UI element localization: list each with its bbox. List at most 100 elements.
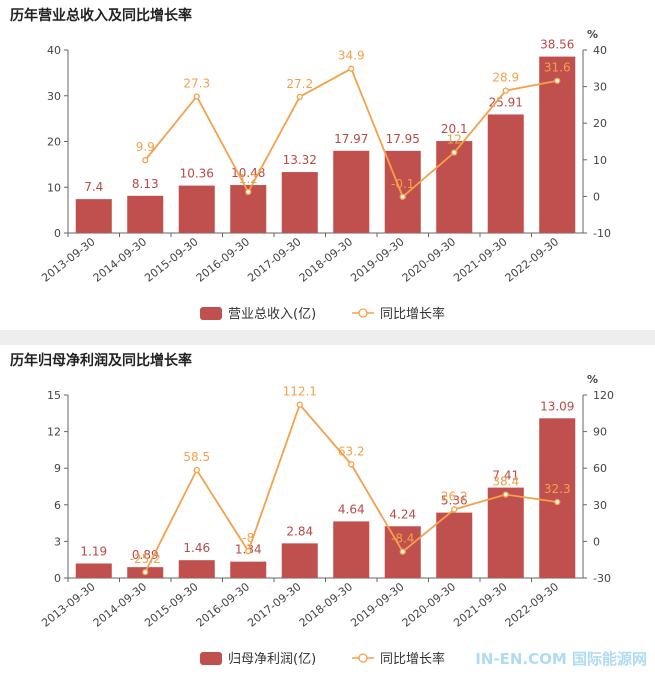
bar [333, 521, 370, 578]
legend-bar-label: 营业总收入(亿) [228, 307, 316, 322]
x-tick-label: 2022-09-30 [503, 580, 561, 630]
growth-value-label: -8 [242, 531, 254, 545]
right-tick-label: -30 [593, 572, 611, 585]
watermark-logo: IN-EN.COM 国际能源网 [475, 650, 647, 668]
bar-value-label: 4.24 [389, 507, 416, 521]
legend-line-label: 同比增长率 [380, 651, 445, 667]
bar [487, 114, 524, 233]
bar-value-label: 13.32 [283, 153, 317, 167]
chart-title: 历年归母净利润及同比增长率 [10, 352, 192, 369]
right-tick-label: 40 [593, 44, 607, 57]
right-tick-label: 0 [593, 535, 600, 548]
right-axis-unit: % [587, 28, 598, 41]
right-tick-label: 10 [593, 154, 607, 167]
bar [178, 560, 215, 578]
left-tick-label: 10 [47, 181, 61, 194]
bar-value-label: 25.91 [489, 95, 523, 109]
bar [539, 418, 576, 578]
left-tick-label: 0 [54, 572, 61, 585]
x-tick-label: 2018-09-30 [297, 580, 355, 630]
left-tick-label: 15 [47, 389, 61, 402]
x-tick-label: 2013-09-30 [39, 580, 97, 630]
x-tick-label: 2015-09-30 [142, 580, 200, 630]
right-axis-unit: % [587, 373, 598, 386]
bar [75, 563, 112, 578]
bar [281, 172, 318, 233]
growth-value-label: 28.9 [492, 71, 519, 85]
growth-point [348, 65, 355, 72]
left-tick-label: 20 [47, 136, 61, 149]
left-tick-label: 6 [54, 499, 61, 512]
bar [487, 487, 524, 578]
bar-value-label: 8.13 [132, 177, 159, 191]
left-tick-label: 40 [47, 44, 61, 57]
revenue-chart-panel: 历年营业总收入及同比增长率 0 10 20 30 40 -10 0 10 20 30 40% 2013-… [0, 0, 655, 330]
bar-value-label: 38.56 [540, 38, 574, 52]
bar-value-label: 7.41 [492, 469, 519, 483]
bar-value-label: 17.97 [334, 132, 368, 146]
left-tick-label: 12 [47, 426, 61, 439]
growth-point [554, 498, 561, 506]
right-tick-label: 60 [593, 462, 607, 475]
legend-line-marker [358, 308, 368, 318]
right-tick-label: 0 [593, 190, 600, 203]
legend-line-label: 同比增长率 [380, 306, 445, 322]
x-tick-label: 2015-09-30 [142, 235, 200, 285]
growth-value-label: 34.9 [338, 49, 365, 63]
growth-value-label: 26.2 [441, 489, 468, 503]
x-tick-label: 2014-09-30 [91, 580, 149, 630]
bar-value-label: 7.4 [84, 180, 103, 194]
profit-chart: 历年归母净利润及同比增长率 0 3 6 9 12 15 -30 0 30 60 90 120% 2013-… [10, 352, 614, 667]
right-tick-label: 20 [593, 117, 607, 130]
x-tick-label: 2014-09-30 [91, 235, 149, 285]
left-tick-label: 0 [54, 227, 61, 240]
x-tick-label: 2016-09-30 [194, 580, 252, 630]
growth-value-label: -25.2 [130, 552, 161, 566]
growth-point [193, 466, 200, 474]
growth-point [451, 506, 458, 513]
growth-point [296, 401, 303, 408]
growth-value-label: 63.2 [338, 444, 365, 458]
bar-value-label: 5.36 [441, 494, 468, 508]
growth-point [451, 149, 458, 156]
bar-value-label: 1.46 [183, 541, 210, 555]
right-tick-label: -10 [593, 227, 611, 240]
bar [436, 141, 473, 233]
x-tick-label: 2018-09-30 [297, 235, 355, 285]
growth-point [399, 193, 406, 200]
x-tick-label: 2020-09-30 [400, 580, 458, 630]
legend-line-marker [358, 653, 368, 663]
bar [75, 199, 112, 233]
bar-value-label: 10.36 [180, 167, 214, 181]
right-tick-label: 90 [593, 426, 607, 439]
revenue-chart: 历年营业总收入及同比增长率 0 10 20 30 40 -10 0 10 20 30 40% 2013-… [10, 7, 611, 322]
x-tick-label: 2017-09-30 [245, 235, 303, 285]
bar [230, 561, 267, 578]
panel-separator [0, 330, 655, 345]
growth-point [193, 93, 200, 100]
left-tick-label: 9 [54, 462, 61, 475]
growth-point [142, 568, 149, 576]
bar [178, 185, 215, 233]
bar-value-label: 2.84 [286, 524, 313, 538]
growth-point [245, 188, 252, 196]
bar-value-label: 4.64 [338, 502, 365, 516]
growth-point [399, 548, 406, 555]
growth-value-label: 31.6 [544, 61, 571, 75]
bar-value-label: 1.19 [80, 544, 107, 558]
bar [333, 150, 370, 233]
bar [127, 195, 164, 233]
growth-value-label: 9.9 [136, 140, 155, 154]
bar-value-label: 13.09 [540, 399, 574, 413]
growth-value-label: -0.1 [391, 177, 414, 191]
growth-value-label: 38.4 [492, 475, 519, 489]
growth-point [502, 491, 509, 498]
x-tick-label: 2019-09-30 [348, 580, 406, 630]
growth-point [245, 548, 252, 555]
growth-value-label: 58.5 [183, 450, 210, 464]
legend-bar-swatch [200, 307, 222, 320]
profit-chart-panel: 历年归母净利润及同比增长率 0 3 6 9 12 15 -30 0 30 60 90 120% 2013-… [0, 345, 655, 675]
growth-value-label: 1.2 [239, 172, 258, 186]
growth-value-label: 32.3 [544, 482, 571, 496]
x-tick-label: 2021-09-30 [451, 235, 509, 285]
